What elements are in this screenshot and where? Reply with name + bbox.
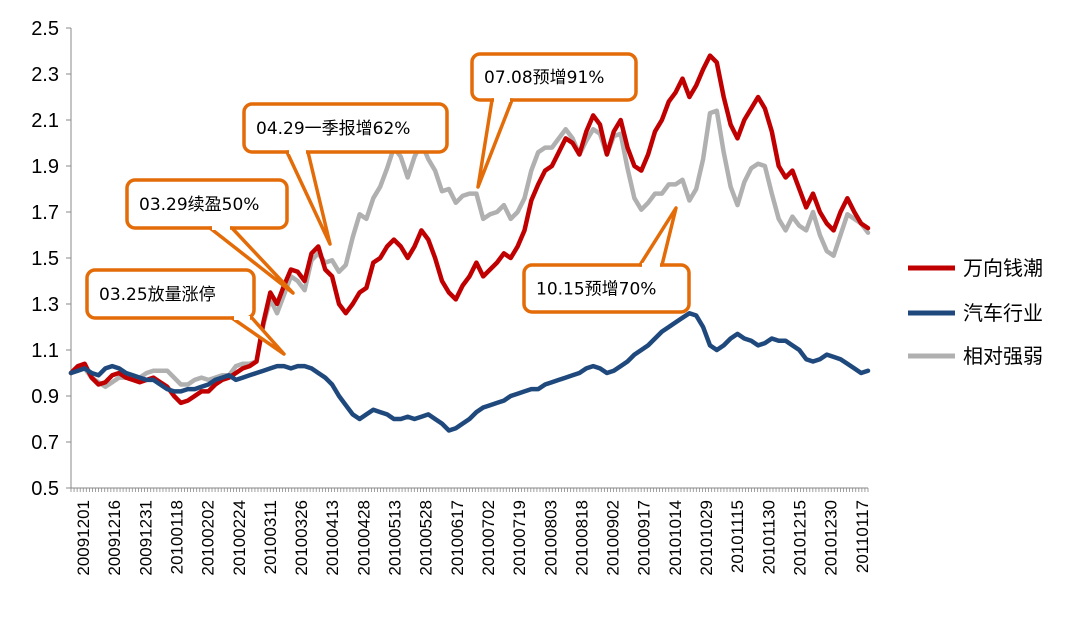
x-tick-label: 20110117 [853, 500, 872, 573]
legend-item-2: 相对强弱 [908, 344, 1043, 368]
legend-label: 相对强弱 [963, 344, 1043, 368]
legend-label: 万向钱潮 [963, 256, 1043, 280]
annotations: 03.25放量涨停 03.29续盈50% 04.29一季报增62% 07.08预增91… [85, 52, 691, 356]
x-tick-label: 20101029 [697, 500, 716, 576]
annotation-box [125, 178, 289, 230]
annotation-text: 10.15预增70% [536, 280, 656, 300]
annotation-text: 04.29一季报增62% [256, 119, 410, 139]
legend-item-0: 万向钱潮 [908, 256, 1043, 280]
y-tick-label: 1.5 [31, 248, 59, 270]
x-tick-label: 20100702 [479, 500, 498, 576]
annotation-callout: 03.29续盈50% [125, 178, 295, 295]
y-tick-label: 2.5 [31, 18, 59, 40]
x-tick-label: 20101130 [759, 500, 778, 574]
y-tick-label: 1.1 [31, 340, 59, 362]
annotation-text: 07.08预增91% [484, 68, 604, 88]
y-tick-label: 0.7 [31, 432, 59, 454]
x-tick-label: 20100818 [572, 500, 591, 576]
legend-item-1: 汽车行业 [908, 301, 1043, 325]
x-tick-label: 20100311 [261, 500, 280, 574]
x-tick-label: 20101215 [790, 500, 809, 576]
annotation-pointer [285, 150, 332, 246]
series-line-2 [68, 108, 871, 390]
x-tick-label: 20100528 [417, 500, 436, 576]
x-tick-label: 20100803 [541, 500, 560, 576]
annotation-box [470, 52, 638, 102]
y-tick-label: 1.3 [31, 294, 59, 316]
y-tick-label: 0.9 [31, 386, 59, 408]
annotation-box [242, 102, 449, 154]
x-tick-label: 20100118 [167, 500, 186, 574]
y-tick-label: 2.1 [31, 110, 59, 132]
x-tick-label: 20091216 [105, 500, 124, 576]
annotation-callout: 04.29一季报增62% [242, 102, 449, 246]
series-line-1 [68, 310, 871, 433]
x-tick-label: 20101014 [666, 500, 685, 576]
x-tick-label: 20091201 [74, 500, 93, 576]
x-tick-label: 20100902 [604, 500, 623, 576]
annotation-pointer [476, 98, 514, 189]
series-line-0 [68, 53, 871, 406]
x-tick-label: 20101230 [822, 500, 841, 576]
x-tick-label: 20100428 [354, 500, 373, 576]
x-tick-label: 20100413 [323, 500, 342, 576]
y-tick-label: 2.3 [31, 64, 59, 86]
x-tick-label: 20100326 [292, 500, 311, 576]
y-tick-label: 1.7 [31, 202, 59, 224]
annotation-text: 03.25放量涨停 [99, 285, 216, 305]
y-tick-label: 0.5 [31, 478, 59, 500]
annotation-pointer [638, 206, 678, 267]
x-tick-label: 20100513 [386, 500, 405, 576]
y-tick-label: 1.9 [31, 156, 59, 178]
series-lines [68, 53, 871, 433]
annotation-callout: 03.25放量涨停 [85, 268, 286, 356]
x-tick-label: 20101115 [728, 500, 747, 573]
annotation-callout: 10.15预增70% [522, 206, 691, 314]
annotation-text: 03.29续盈50% [139, 195, 259, 215]
annotation-box [522, 263, 691, 314]
x-tick-label: 20100719 [510, 500, 529, 576]
x-tick-label: 20100202 [199, 500, 218, 576]
legend-label: 汽车行业 [963, 301, 1043, 325]
axes: 0.5 0.7 0.9 1.1 1.3 1.5 1.7 1.9 2.1 2.3 2.5 2009120… [31, 18, 872, 576]
annotation-box [85, 268, 256, 320]
x-tick-label: 20091231 [136, 500, 155, 576]
x-tick-label: 20100617 [448, 500, 467, 576]
x-tick-label: 20100224 [230, 500, 249, 576]
annotation-callout: 07.08预增91% [470, 52, 638, 189]
x-tick-label: 20100917 [635, 500, 654, 576]
